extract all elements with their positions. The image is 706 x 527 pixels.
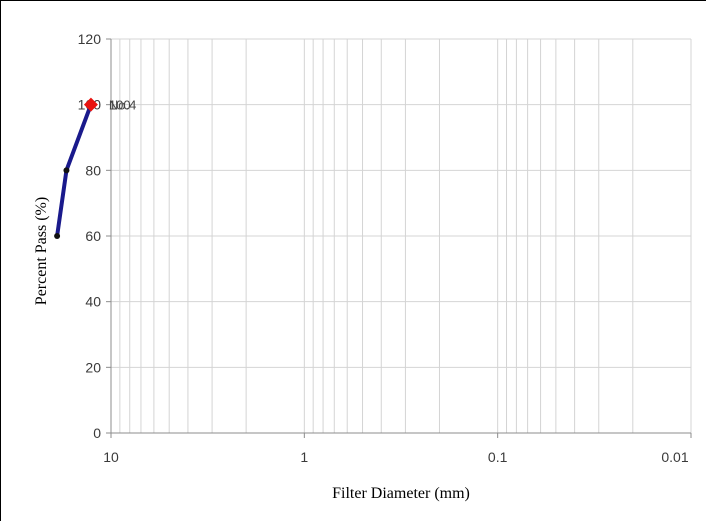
y-tick-label: 80 bbox=[85, 162, 101, 178]
axes bbox=[106, 38, 692, 438]
x-tick-labels: 10 1 0.1 0.01 bbox=[103, 449, 689, 465]
x-tick-label: 10 bbox=[103, 449, 119, 465]
y-tick-labels: 020406080100120 bbox=[78, 31, 102, 441]
gridlines bbox=[110, 38, 692, 433]
y-tick-label: 60 bbox=[85, 228, 101, 244]
x-tick-label: 0.1 bbox=[488, 449, 508, 465]
y-tick-label: 0 bbox=[93, 425, 101, 441]
data-series bbox=[54, 97, 98, 239]
data-label: No.4 bbox=[109, 98, 136, 113]
data-point-diamond bbox=[83, 97, 98, 112]
y-tick-label: 20 bbox=[85, 359, 101, 375]
x-axis-title: Filter Diameter (mm) bbox=[332, 485, 470, 502]
y-tick-label: 40 bbox=[85, 294, 101, 310]
data-point bbox=[54, 233, 61, 239]
data-point bbox=[63, 167, 70, 174]
data-label: 100 bbox=[109, 98, 131, 113]
y-tick-label: 120 bbox=[78, 31, 102, 47]
x-tick-label: 0.01 bbox=[661, 449, 688, 465]
x-tick-label: 1 bbox=[300, 449, 308, 465]
y-axis-title: Percent Pass (%) bbox=[33, 197, 50, 305]
